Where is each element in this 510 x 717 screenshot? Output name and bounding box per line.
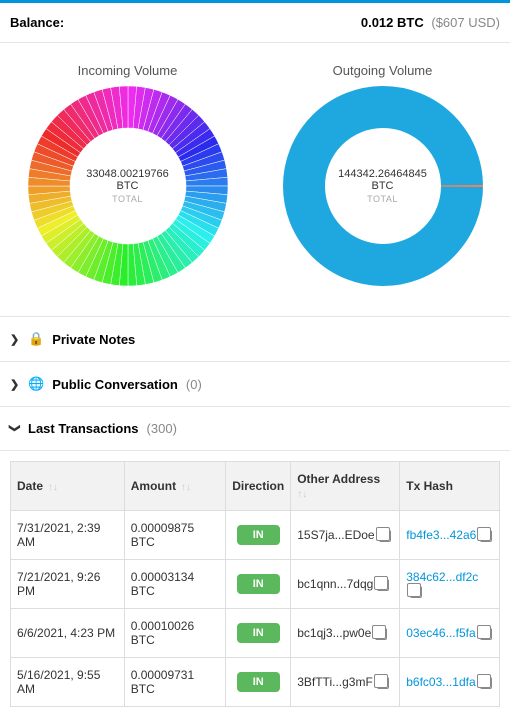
cell-tx-hash: 384c62...df2c — [400, 560, 500, 609]
direction-badge: IN — [237, 525, 280, 545]
outgoing-donut[interactable]: 144342.26464845 BTC TOTAL — [283, 86, 483, 286]
private-notes-section-header[interactable]: ❯ 🔒 Private Notes — [0, 317, 510, 362]
incoming-chart-column: Incoming Volume 33048.00219766 BTC TOTAL — [28, 63, 228, 286]
chevron-right-icon: ❯ — [10, 378, 20, 391]
tx-hash-link[interactable]: b6fc03...1dfa — [406, 675, 475, 689]
last-transactions-label: Last Transactions — [28, 421, 139, 436]
transactions-table: Date ↑↓Amount ↑↓DirectionOther Address ↑… — [10, 461, 500, 707]
incoming-donut-center: 33048.00219766 BTC TOTAL — [78, 168, 178, 204]
public-conversation-count: (0) — [186, 377, 202, 392]
column-header[interactable]: Date ↑↓ — [11, 462, 125, 511]
outgoing-donut-center: 144342.26464845 BTC TOTAL — [333, 168, 433, 204]
sort-icon: ↑↓ — [297, 489, 307, 500]
column-header: Direction — [226, 462, 291, 511]
table-row: 7/31/2021, 2:39 AM0.00009875 BTC IN 15S7ja… — [11, 511, 500, 560]
last-transactions-section-header[interactable]: ❯ Last Transactions (300) — [0, 407, 510, 451]
other-address-text: 3BfTTi...g3mF — [297, 675, 373, 689]
table-row: 5/16/2021, 9:55 AM0.00009731 BTC IN 3BfTTi… — [11, 658, 500, 707]
lock-icon: 🔒 — [28, 331, 44, 347]
public-conversation-label: Public Conversation — [52, 377, 178, 392]
cell-direction: IN — [226, 609, 291, 658]
private-notes-label: Private Notes — [52, 332, 135, 347]
incoming-chart-title: Incoming Volume — [78, 63, 178, 78]
copy-icon[interactable] — [377, 579, 389, 591]
cell-direction: IN — [226, 511, 291, 560]
balance-usd: ($607 USD) — [431, 15, 500, 30]
copy-icon[interactable] — [377, 677, 389, 689]
cell-tx-hash: b6fc03...1dfa — [400, 658, 500, 707]
cell-amount: 0.00010026 BTC — [124, 609, 225, 658]
balance-value-wrap: 0.012 BTC ($607 USD) — [361, 15, 500, 30]
cell-date: 5/16/2021, 9:55 AM — [11, 658, 125, 707]
cell-amount: 0.00009875 BTC — [124, 511, 225, 560]
direction-badge: IN — [237, 672, 280, 692]
outgoing-chart-title: Outgoing Volume — [333, 63, 433, 78]
outgoing-total-label: TOTAL — [333, 194, 433, 204]
column-header[interactable]: Other Address ↑↓ — [291, 462, 400, 511]
incoming-donut[interactable]: 33048.00219766 BTC TOTAL — [28, 86, 228, 286]
table-row: 6/6/2021, 4:23 PM0.00010026 BTC IN bc1qj3.… — [11, 609, 500, 658]
chevron-right-icon: ❯ — [10, 333, 20, 346]
globe-icon: 🌐 — [28, 376, 44, 392]
sort-icon: ↑↓ — [45, 482, 58, 493]
balance-row: Balance: 0.012 BTC ($607 USD) — [0, 3, 510, 43]
tx-hash-link[interactable]: 03ec46...f5fa — [406, 626, 475, 640]
cell-amount: 0.00009731 BTC — [124, 658, 225, 707]
copy-icon[interactable] — [375, 628, 387, 640]
other-address-text: bc1qj3...pw0e — [297, 626, 371, 640]
copy-icon[interactable] — [410, 586, 422, 598]
copy-icon[interactable] — [379, 530, 391, 542]
cell-tx-hash: fb4fe3...42a6 — [400, 511, 500, 560]
charts-row: Incoming Volume 33048.00219766 BTC TOTAL… — [0, 43, 510, 317]
other-address-text: 15S7ja...EDoe — [297, 528, 374, 542]
outgoing-total-value: 144342.26464845 BTC — [333, 168, 433, 192]
chevron-down-icon: ❯ — [9, 424, 22, 434]
cell-other-address: bc1qnn...7dqg — [291, 560, 400, 609]
balance-btc: 0.012 BTC — [361, 15, 424, 30]
sort-icon: ↑↓ — [178, 482, 191, 493]
cell-other-address: bc1qj3...pw0e — [291, 609, 400, 658]
cell-direction: IN — [226, 658, 291, 707]
transactions-table-wrap: Date ↑↓Amount ↑↓DirectionOther Address ↑… — [0, 451, 510, 717]
cell-amount: 0.00003134 BTC — [124, 560, 225, 609]
table-row: 7/21/2021, 9:26 PM0.00003134 BTC IN bc1qnn… — [11, 560, 500, 609]
last-transactions-count: (300) — [147, 421, 177, 436]
balance-label: Balance: — [10, 15, 64, 30]
direction-badge: IN — [237, 623, 280, 643]
cell-tx-hash: 03ec46...f5fa — [400, 609, 500, 658]
direction-badge: IN — [237, 574, 280, 594]
cell-direction: IN — [226, 560, 291, 609]
cell-date: 7/21/2021, 9:26 PM — [11, 560, 125, 609]
tx-hash-link[interactable]: 384c62...df2c — [406, 570, 478, 584]
copy-icon[interactable] — [480, 628, 492, 640]
incoming-total-value: 33048.00219766 BTC — [78, 168, 178, 192]
column-header: Tx Hash — [400, 462, 500, 511]
outgoing-chart-column: Outgoing Volume 144342.26464845 BTC TOTA… — [283, 63, 483, 286]
copy-icon[interactable] — [480, 677, 492, 689]
tx-hash-link[interactable]: fb4fe3...42a6 — [406, 528, 476, 542]
cell-date: 7/31/2021, 2:39 AM — [11, 511, 125, 560]
cell-other-address: 15S7ja...EDoe — [291, 511, 400, 560]
incoming-total-label: TOTAL — [78, 194, 178, 204]
public-conversation-section-header[interactable]: ❯ 🌐 Public Conversation (0) — [0, 362, 510, 407]
cell-other-address: 3BfTTi...g3mF — [291, 658, 400, 707]
copy-icon[interactable] — [480, 530, 492, 542]
cell-date: 6/6/2021, 4:23 PM — [11, 609, 125, 658]
other-address-text: bc1qnn...7dqg — [297, 577, 373, 591]
column-header[interactable]: Amount ↑↓ — [124, 462, 225, 511]
